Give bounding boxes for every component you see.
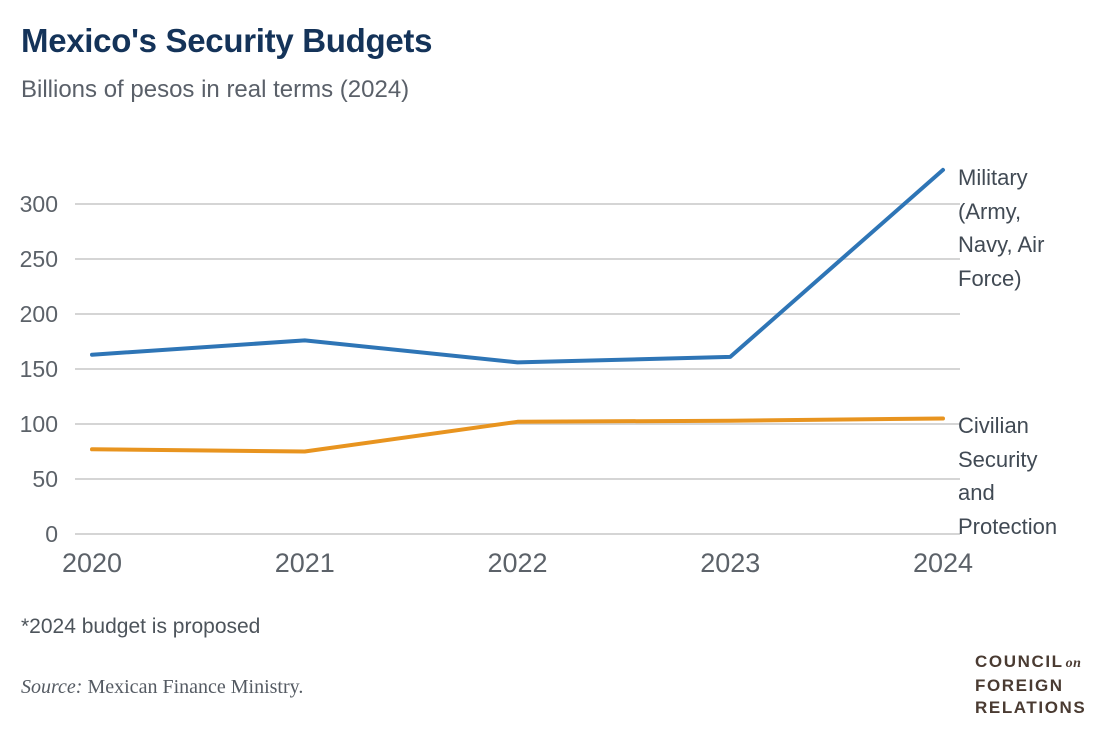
civilian-line <box>90 416 945 454</box>
cfr-logo-line-3: RELATIONS <box>975 698 1087 717</box>
x-tick-label: 2020 <box>62 548 122 578</box>
cfr-logo-line-1: COUNCIL on <box>975 652 1082 671</box>
military-line <box>90 167 945 365</box>
y-tick-label: 300 <box>20 191 58 217</box>
chart-title: Mexico's Security Budgets <box>21 22 433 59</box>
series-label-military: Military (Army, Navy, Air Force) <box>958 165 1045 291</box>
x-tick-label: 2022 <box>487 548 547 578</box>
y-tick-label: 50 <box>32 466 58 492</box>
cfr-logo-line-2: FOREIGN <box>975 676 1064 695</box>
source-label: Source: <box>21 676 83 698</box>
y-tick-label: 0 <box>45 521 58 547</box>
series-label-civilian: Civilian Security and Protection <box>958 413 1058 539</box>
cfr-logo-on: on <box>1065 656 1082 671</box>
y-tick-label: 100 <box>20 411 58 437</box>
y-tick-label: 150 <box>20 356 58 382</box>
cfr-logo: COUNCIL on FOREIGN RELATIONS <box>975 651 1086 719</box>
chart-subtitle: Billions of pesos in real terms (2024) <box>21 76 410 103</box>
y-tick-label: 200 <box>20 301 58 327</box>
y-tick-label: 250 <box>20 246 58 272</box>
x-tick-label: 2023 <box>700 548 760 578</box>
footnote: *2024 budget is proposed <box>21 615 261 638</box>
x-tick-label: 2021 <box>275 548 335 578</box>
source-line: Source: Mexican Finance Ministry. <box>21 676 303 699</box>
x-tick-label: 2024 <box>913 548 973 578</box>
source-text: Mexican Finance Ministry. <box>82 676 304 698</box>
